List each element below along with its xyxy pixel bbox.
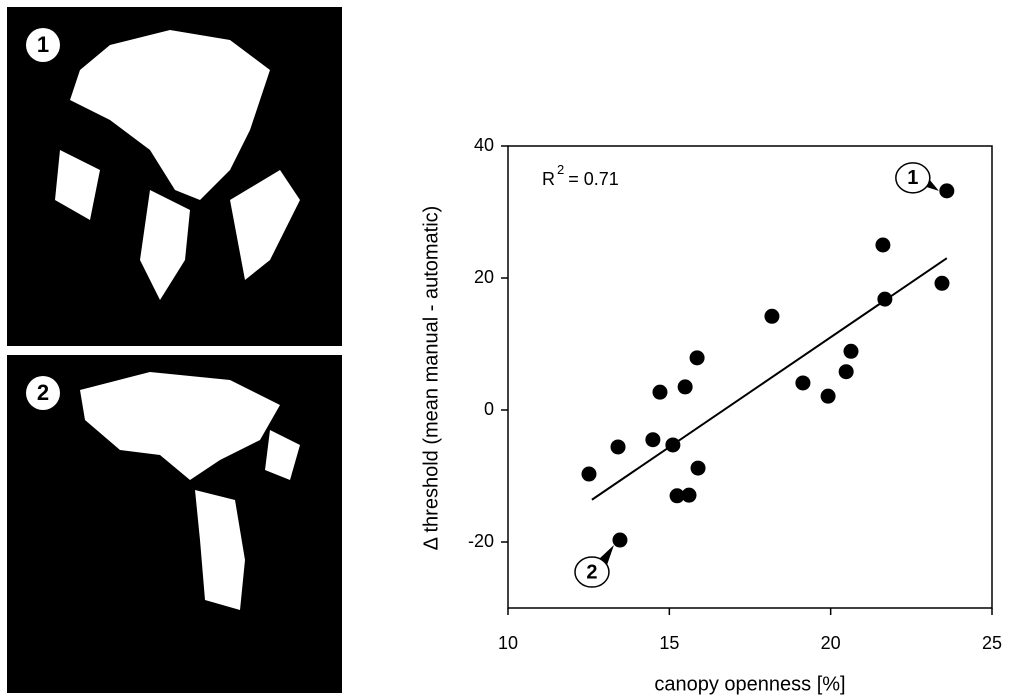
y-tick-label: -20 [468,531,494,551]
annotation-sup: 2 [557,162,564,177]
x-axis-label: canopy openness [%] [654,673,845,695]
point-label: 2 [586,561,597,583]
annotation-base: R [542,169,555,189]
y-tick-label: 40 [474,135,494,155]
annotation-rest: = 0.71 [568,169,619,189]
point [610,439,626,455]
point [764,308,780,324]
point [690,460,706,476]
r-squared: R 2 = 0.71 [542,162,619,188]
point [795,375,811,391]
point [612,532,628,548]
point [875,237,891,253]
callout-bubble [895,162,931,194]
y-axis-label: Δ threshold (mean manual - automatic) [420,206,442,551]
point [877,291,893,307]
point-label: 1 [907,167,918,189]
photo-label: 2 [37,380,49,405]
photo-2: 2 [7,355,342,693]
point [581,466,597,482]
photo-1: 1 [7,7,342,346]
trend-line [591,257,948,501]
point [681,487,697,503]
x-tick-label: 20 [821,633,841,653]
point [820,388,836,404]
point [645,432,661,448]
x-tick-label: 25 [982,633,1002,653]
photo-label: 1 [37,32,49,57]
point [677,379,693,395]
point [652,384,668,400]
callout-bubble [574,556,610,588]
point [669,488,685,504]
point [689,350,705,366]
x-tick-label: 10 [498,633,518,653]
point [843,343,859,359]
y-tick-label: 20 [474,267,494,287]
point [838,364,854,380]
point [665,437,681,453]
point [939,183,955,199]
plot-frame [507,145,993,609]
y-tick-label: 0 [484,399,494,419]
x-tick-label: 15 [659,633,679,653]
point [934,275,950,291]
